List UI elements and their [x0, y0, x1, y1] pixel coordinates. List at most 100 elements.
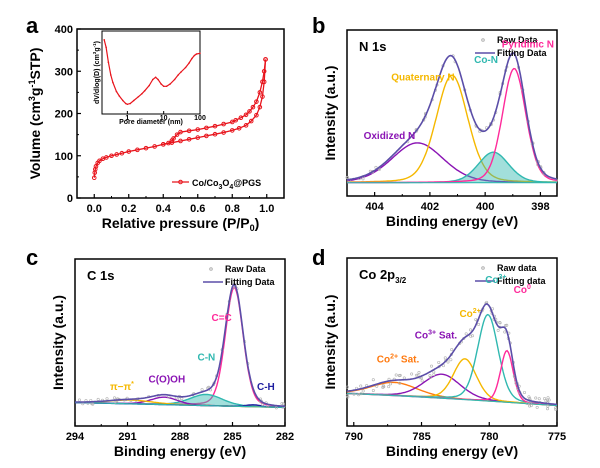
fitting-envelope	[346, 303, 558, 406]
inset-point	[160, 83, 162, 85]
inset-point	[169, 83, 171, 85]
isotherm-point	[248, 118, 254, 124]
legend-fit-label: Fitting Data	[497, 48, 547, 58]
y-tick-label: 100	[55, 151, 73, 163]
inset-x-tick-label: 1	[125, 115, 129, 122]
x-tick-label: 790	[345, 431, 363, 443]
raw-data-point	[352, 392, 356, 396]
isotherm-point	[186, 128, 192, 134]
raw-data-point	[537, 397, 541, 401]
raw-data-point	[469, 328, 473, 332]
raw-data-point	[398, 373, 402, 377]
peak-quaternary-n	[346, 74, 558, 183]
raw-data-point	[345, 385, 349, 389]
raw-data-point	[402, 376, 406, 380]
raw-data-point	[527, 395, 531, 399]
isotherm-point	[212, 131, 218, 137]
y-tick-label: 0	[67, 193, 73, 205]
isotherm-point	[250, 104, 256, 110]
raw-data-point	[377, 168, 381, 172]
plot-frame	[346, 257, 558, 427]
x-tick-label: 400	[476, 201, 494, 213]
inset-point	[199, 52, 201, 55]
raw-data-point	[388, 382, 392, 386]
raw-data-point	[394, 373, 398, 377]
inset-line	[103, 39, 201, 105]
inset-point	[177, 74, 179, 76]
panel-a: a 0.0 0.2 0.4 0.6 0.8 1.0 0 100 200 300 400 Relative…	[26, 13, 285, 233]
peak-annotation: Pyridinic N	[502, 39, 554, 50]
raw-data-point	[382, 385, 386, 389]
isotherm-point	[92, 166, 98, 172]
y-axis-label: Intensity (a.u.)	[322, 295, 338, 390]
raw-data-point	[443, 356, 447, 360]
x-tick-label: 294	[66, 431, 85, 443]
panel-label-c: c	[26, 245, 38, 270]
peak-annotation: C-N	[198, 352, 216, 363]
raw-data-point	[345, 394, 349, 398]
inset-x-tick-label: 10	[160, 115, 168, 122]
panel-b: b 404 402 400 398 Binding energy (eV) Intensit…	[312, 13, 558, 229]
inset-point	[165, 85, 168, 88]
peak-annotation: π−π*	[110, 381, 134, 393]
fitting-envelope	[75, 283, 286, 408]
isotherm-point	[178, 129, 183, 135]
raw-data-point	[535, 405, 539, 409]
legend-fit-label: Fitting Data	[225, 277, 275, 287]
isotherm-point	[229, 119, 235, 125]
legend-fit-label: Fitting data	[497, 276, 546, 286]
inset-point	[188, 62, 190, 64]
isotherm-point	[93, 164, 99, 169]
fitting-envelope	[346, 52, 558, 181]
isotherm-point	[204, 125, 209, 131]
isotherm-point	[104, 155, 109, 160]
y-axis-label: Intensity (a.u.)	[322, 66, 338, 161]
isotherm-point	[119, 150, 125, 156]
inset-point	[173, 78, 176, 81]
x-tick-label: 0.0	[87, 203, 102, 215]
inset-point	[110, 74, 112, 76]
raw-data-point	[470, 334, 474, 338]
isotherm-point	[261, 68, 267, 74]
x-tick-label: 0.8	[225, 203, 240, 215]
x-tick-label: 285	[223, 431, 241, 443]
panel-label-a: a	[26, 13, 39, 38]
legend-raw-marker	[481, 266, 485, 270]
inset-point	[122, 99, 124, 102]
x-tick-label: 775	[548, 431, 566, 443]
peak-annotation: Co0	[514, 284, 531, 296]
inset-point	[141, 92, 143, 95]
inset-point	[191, 57, 193, 60]
raw-data-point	[429, 364, 433, 368]
raw-data-point	[474, 318, 478, 322]
raw-data-point	[359, 392, 363, 396]
raw-data-point	[534, 396, 538, 400]
panel-d: d 790 785 780 775 Binding energy (eV) Intensit…	[312, 245, 566, 459]
raw-data-point	[357, 393, 361, 397]
inset-point	[148, 84, 151, 87]
isotherm-point	[243, 123, 249, 128]
peak-fill-c-n	[75, 394, 285, 408]
legend-raw-label: Raw data	[497, 263, 538, 273]
raw-data-point	[420, 379, 424, 383]
isotherm-point	[204, 133, 209, 139]
raw-data-point	[375, 384, 379, 388]
isotherm-point	[229, 128, 235, 133]
inset-point	[107, 61, 110, 64]
raw-data-point	[374, 165, 378, 169]
x-axis-label: Binding energy (eV)	[114, 443, 246, 459]
raw-data-point	[359, 384, 363, 388]
raw-data-point	[280, 402, 284, 406]
legend-raw-marker	[209, 267, 213, 271]
legend-raw-label: Raw Data	[497, 35, 539, 45]
isotherm-point	[212, 123, 218, 129]
isotherm-point	[178, 138, 183, 144]
legend-raw-label: Raw Data	[225, 264, 267, 274]
raw-data-point	[505, 323, 509, 327]
y-axis-label: Volume (cm3g-1STP)	[27, 48, 43, 180]
raw-data-point	[200, 388, 204, 392]
y-axis-label: Intensity (a.u.)	[50, 295, 66, 390]
x-axis-label: Relative pressure (P/P0)	[102, 215, 260, 233]
peak-annotation: Co2+	[459, 308, 480, 320]
